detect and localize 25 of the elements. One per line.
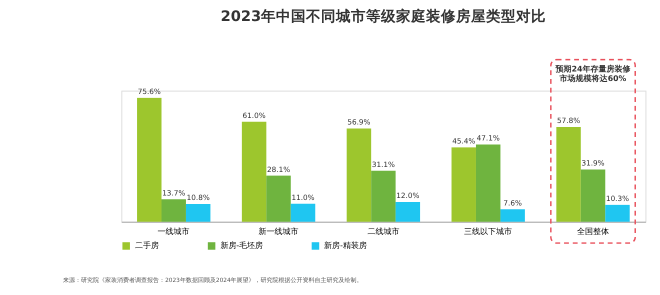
bar	[371, 170, 396, 222]
bar	[242, 122, 266, 222]
legend-label: 二手房	[134, 240, 159, 250]
bar	[500, 209, 525, 222]
bar	[186, 204, 210, 222]
bar	[452, 147, 476, 222]
x-tick-label: 二线城市	[367, 226, 400, 236]
x-tick-label: 三线以下城市	[464, 226, 512, 236]
legend-label: 新房-精装房	[324, 240, 367, 250]
bar	[346, 128, 372, 222]
bar	[290, 204, 316, 222]
x-tick-label: 新一线城市	[258, 226, 299, 236]
bar	[162, 199, 186, 222]
bar	[605, 204, 630, 222]
bar	[556, 127, 581, 222]
legend-label: 新房-毛坯房	[220, 240, 264, 250]
bar	[580, 169, 606, 222]
bar	[266, 176, 291, 222]
x-tick-label: 一线城市	[158, 226, 190, 236]
chart-title: 2023年中国不同城市等级家庭装修房屋类型对比	[220, 7, 546, 26]
x-tick-label: 全国整体	[577, 226, 610, 236]
text: 预期24年存量房装修市场规模将达60%	[554, 63, 632, 83]
bar	[476, 144, 500, 222]
bar	[137, 98, 162, 222]
bar	[396, 202, 420, 222]
